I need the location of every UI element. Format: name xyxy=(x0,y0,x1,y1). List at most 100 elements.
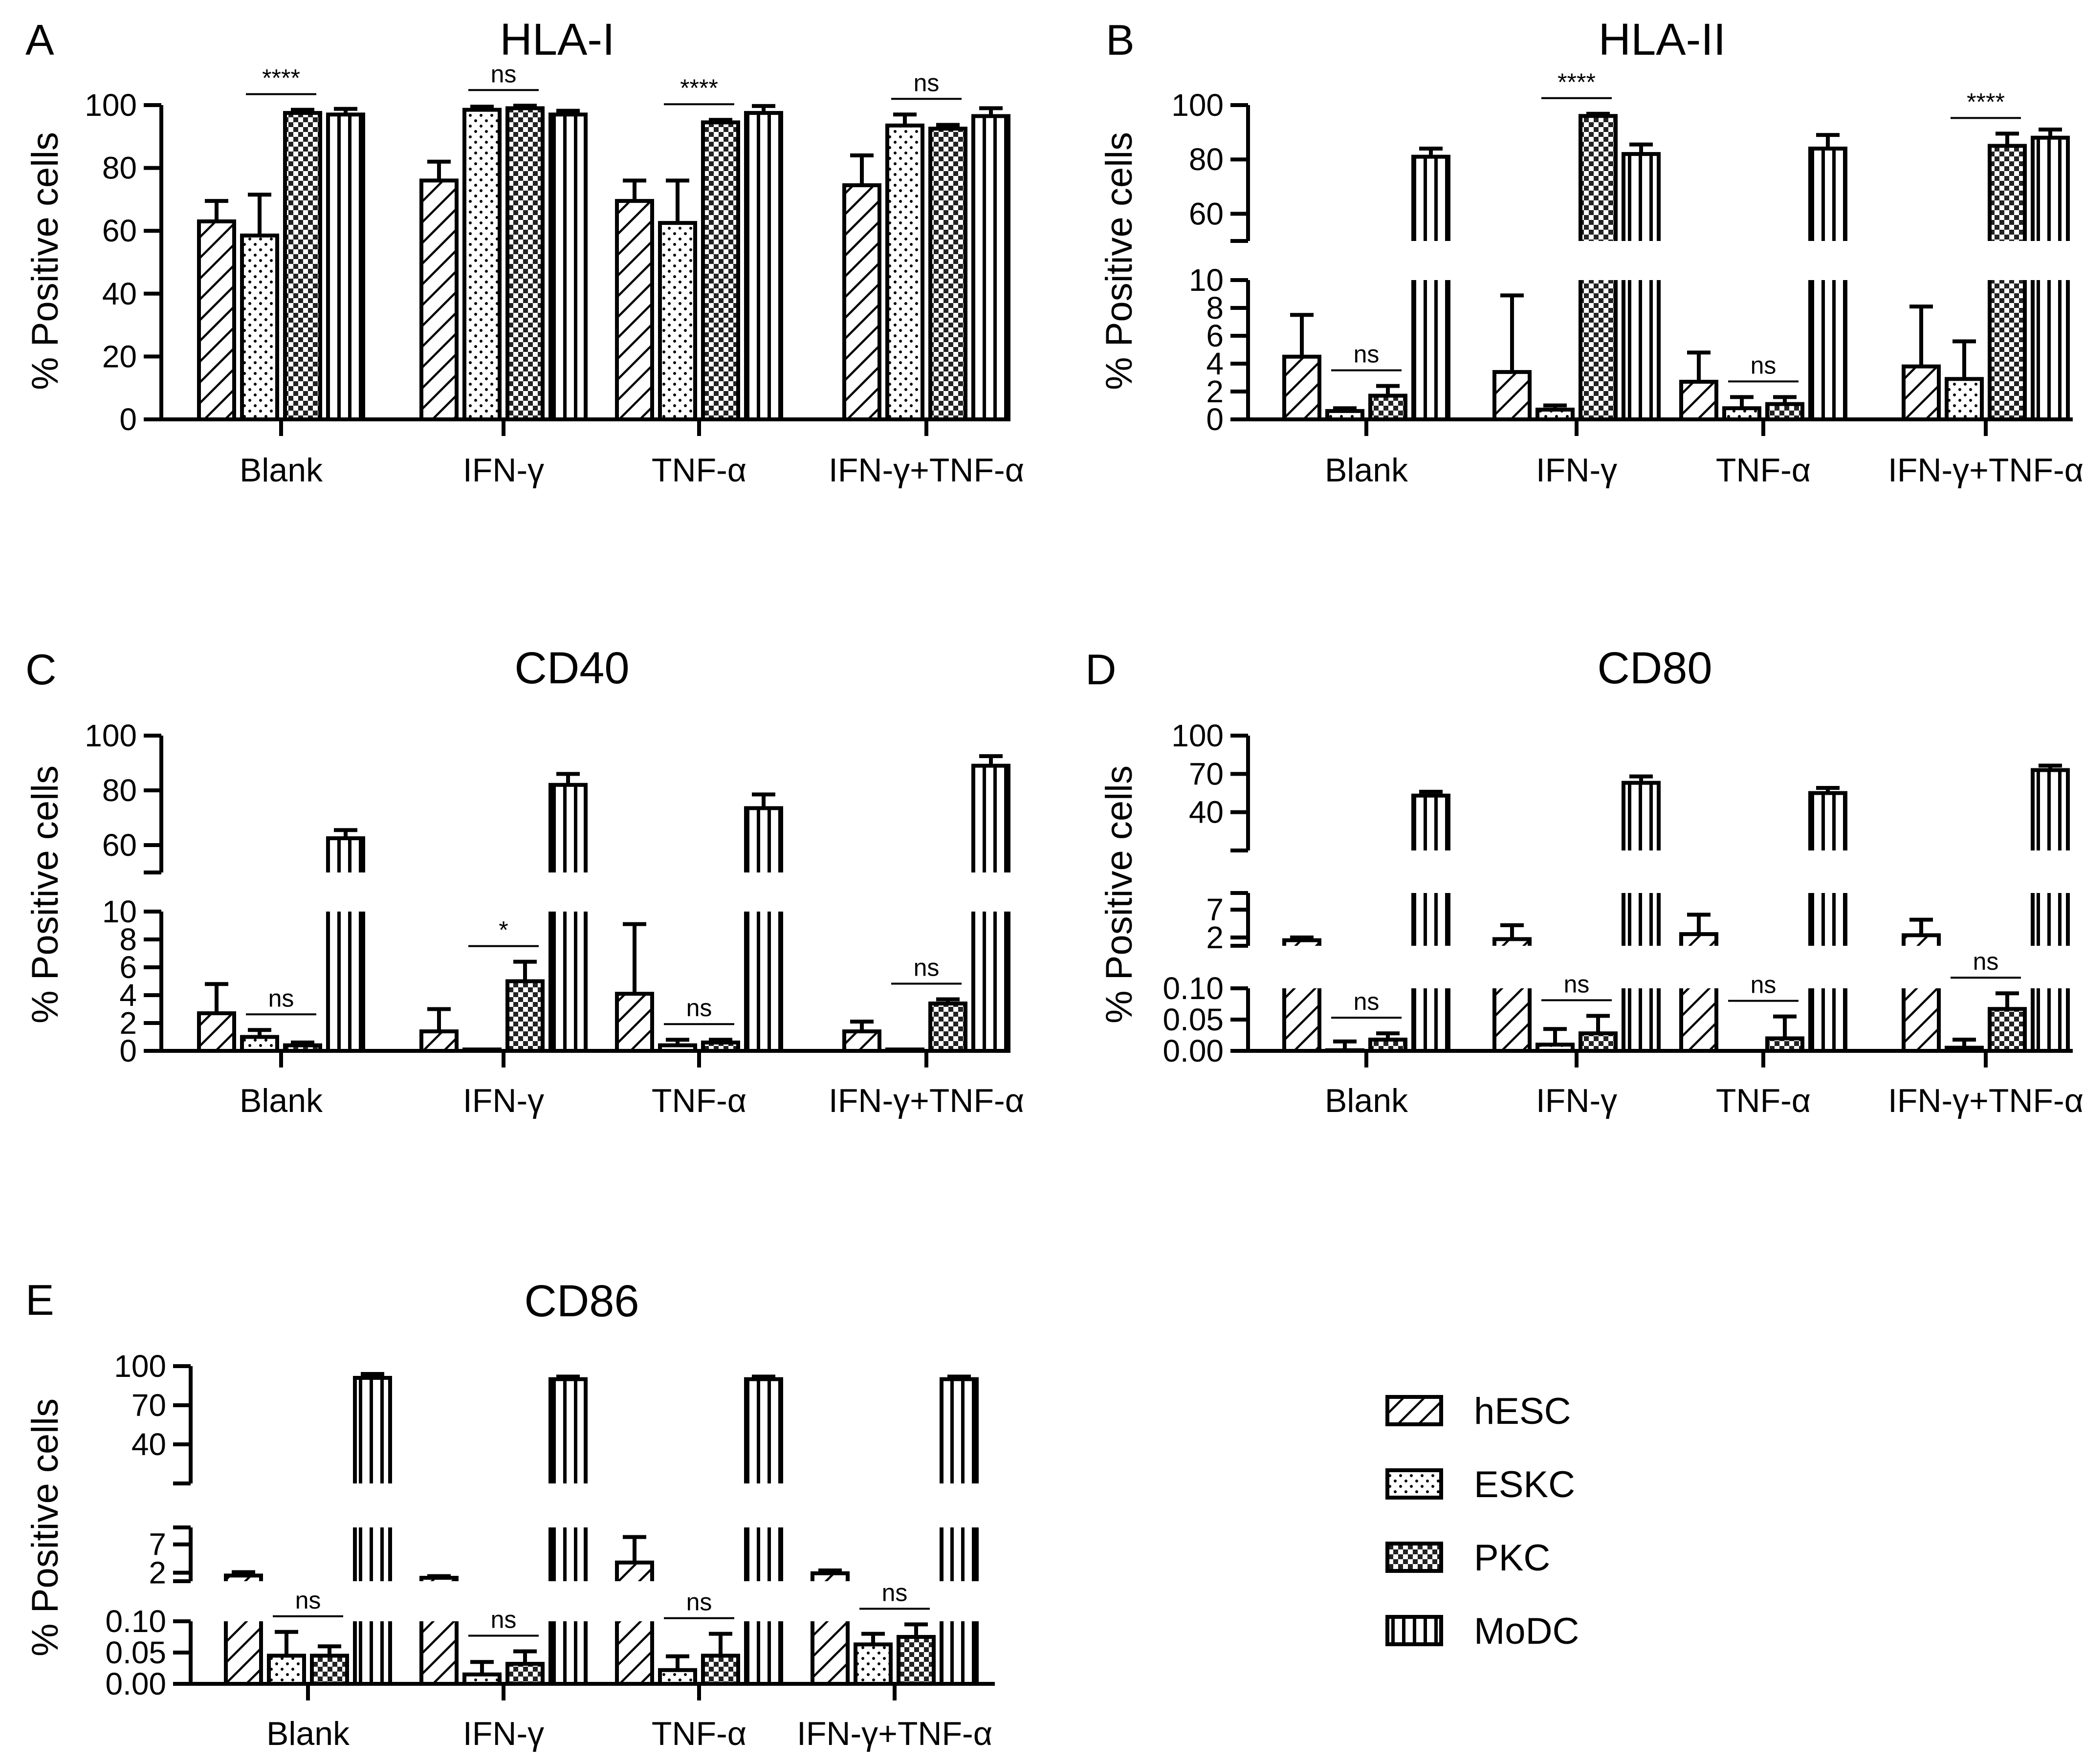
bar-body xyxy=(267,1654,306,1686)
bar-body xyxy=(658,1043,697,1053)
bar-body xyxy=(897,1635,936,1686)
bar-body xyxy=(971,114,1010,421)
bar-body xyxy=(197,1011,236,1053)
bar-hesc-0 xyxy=(197,199,236,421)
bar-break-gap xyxy=(1409,850,1452,893)
legend-swatch-modc xyxy=(1385,1615,1443,1646)
y-tick-label: 80 xyxy=(102,151,137,186)
x-category-label: Blank xyxy=(240,452,323,489)
significance-label: **** xyxy=(680,74,718,102)
y-tick-label: 70 xyxy=(132,1388,166,1423)
bar-break-gap xyxy=(1806,946,1849,988)
significance-label: ns xyxy=(1973,948,1999,975)
chart-title-C: CD40 xyxy=(514,643,629,693)
legend-item-modc: MoDC xyxy=(1385,1611,1579,1652)
y-tick-label: 40 xyxy=(102,276,137,311)
bar-body xyxy=(1808,791,1847,1053)
bar-modc-0 xyxy=(351,1372,394,1686)
legend-label-eskc: ESKC xyxy=(1474,1464,1575,1505)
y-tick-label: 80 xyxy=(102,773,137,808)
significance-label: ns xyxy=(914,954,940,981)
bar-body xyxy=(842,183,881,421)
panel-letter-A: A xyxy=(25,16,54,64)
bar-break-gap xyxy=(1900,946,1943,988)
bar-modc-1 xyxy=(547,772,590,1053)
x-category-label: IFN-γ+TNF-α xyxy=(829,452,1024,489)
bar-eskc-0 xyxy=(240,1028,279,1053)
bar-pkc-2 xyxy=(701,118,740,422)
bar-body xyxy=(240,233,279,421)
bar-body xyxy=(353,1376,392,1686)
y-tick-label: 8 xyxy=(119,922,137,957)
bar-body xyxy=(928,1002,967,1053)
bar-pkc-0 xyxy=(283,108,322,421)
bar-hesc-1 xyxy=(419,159,459,421)
bar-break-gap xyxy=(417,1581,461,1621)
y-tick-label: 70 xyxy=(1189,756,1224,791)
bar-body xyxy=(1765,1036,1804,1053)
bar-hesc-1 xyxy=(417,1574,461,1686)
bar-hesc-2 xyxy=(1679,350,1718,421)
bar-eskc-0 xyxy=(267,1630,306,1686)
y-tick-label: 10 xyxy=(102,894,137,929)
bar-body xyxy=(1722,406,1761,422)
bar-body xyxy=(658,221,697,421)
bar-body xyxy=(419,1029,459,1053)
panel-letter-E: E xyxy=(25,1276,54,1324)
bar-break-gap xyxy=(547,1581,590,1621)
bar-hesc-0 xyxy=(222,1570,265,1686)
x-category-label: IFN-γ xyxy=(1536,452,1617,489)
bar-body xyxy=(1765,402,1804,422)
bar-body xyxy=(1368,393,1407,421)
y-tick-label: 100 xyxy=(85,87,137,123)
bar-pkc-3 xyxy=(1988,991,2027,1053)
legend-item-eskc: ESKC xyxy=(1385,1464,1575,1505)
bar-eskc-0 xyxy=(1325,406,1364,422)
bar-eskc-3 xyxy=(885,112,924,422)
bar-eskc-0 xyxy=(1325,1039,1364,1053)
y-tick-label: 2 xyxy=(1206,374,1224,409)
bar-pkc-1 xyxy=(1579,1014,1618,1053)
bar-modc-1 xyxy=(1620,774,1663,1053)
bar-pkc-3 xyxy=(928,123,967,422)
bar-modc-3 xyxy=(969,754,1012,1053)
significance-label: **** xyxy=(1558,68,1596,96)
significance-label: * xyxy=(499,916,508,944)
bar-eskc-1 xyxy=(462,1047,502,1053)
bar-break-gap xyxy=(324,872,367,912)
bar-eskc-0 xyxy=(240,193,279,421)
bar-pkc-2 xyxy=(701,1632,740,1686)
bar-hesc-0 xyxy=(197,982,236,1053)
significance-label: ns xyxy=(295,1587,321,1614)
bar-break-gap xyxy=(1620,946,1663,988)
bar-body xyxy=(854,1642,893,1686)
bar-break-gap xyxy=(1409,241,1452,280)
y-tick-label: 0 xyxy=(119,402,137,437)
y-tick-label: 60 xyxy=(1189,196,1224,231)
legend-swatch-hesc xyxy=(1385,1395,1443,1426)
bar-body xyxy=(1536,408,1575,421)
bar-modc-1 xyxy=(547,1374,590,1686)
bar-break-gap xyxy=(1409,946,1452,988)
bar-break-gap xyxy=(2029,850,2072,893)
bar-hesc-2 xyxy=(613,1535,656,1686)
bar-body xyxy=(1902,364,1941,422)
bar-body xyxy=(1808,146,1847,421)
bar-pkc-1 xyxy=(505,959,545,1053)
legend-label-pkc: PKC xyxy=(1474,1537,1550,1579)
x-category-label: Blank xyxy=(266,1715,350,1752)
bar-modc-2 xyxy=(1806,133,1849,421)
bar-pkc-0 xyxy=(283,1040,322,1053)
x-category-label: IFN-γ+TNF-α xyxy=(1888,1082,2084,1119)
significance-label: ns xyxy=(1564,970,1590,998)
panel-letter-C: C xyxy=(25,645,57,694)
bar-body xyxy=(701,120,740,422)
bar-eskc-1 xyxy=(462,1660,502,1686)
y-tick-label: 0.05 xyxy=(1163,1002,1224,1037)
plot-area-E: 0.000.050.10 27 40 70 100 Blank IFN-γ TNF-α IFN-… xyxy=(105,1349,995,1752)
bar-break-gap xyxy=(1620,241,1663,280)
chart-title-E: CD86 xyxy=(524,1276,639,1326)
significance-label: **** xyxy=(262,65,300,92)
